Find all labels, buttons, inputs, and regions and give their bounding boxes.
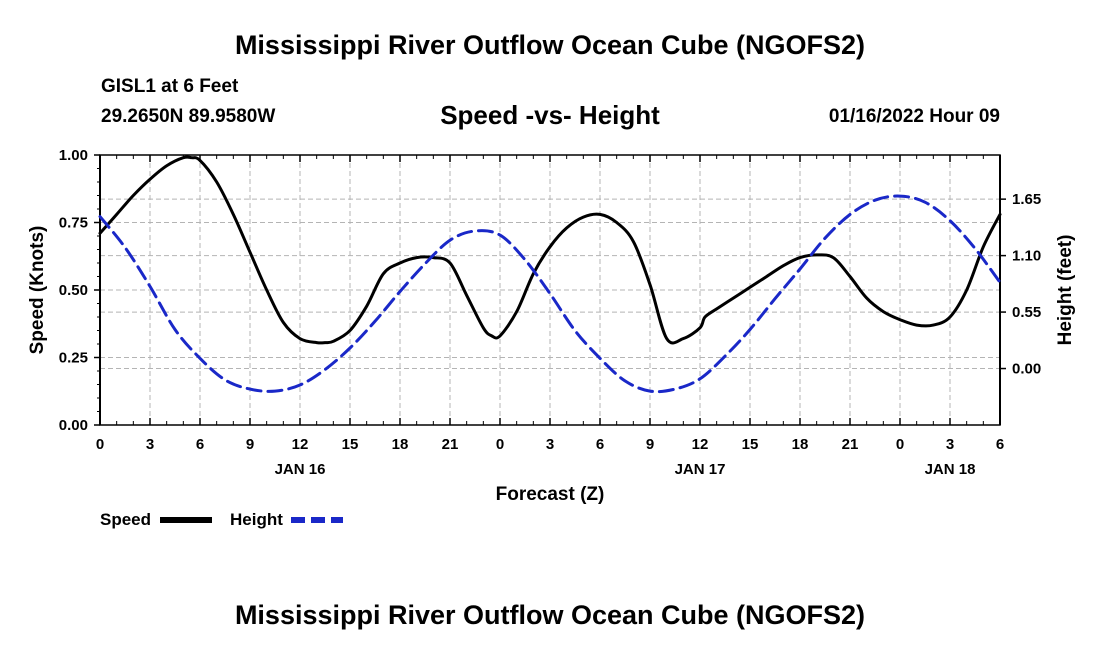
x-tick-label: 3 [146,436,154,453]
x-tick-label: 3 [546,436,554,453]
forecast-datetime: 01/16/2022 Hour 09 [828,106,1000,127]
x-tick-label: 0 [96,436,104,453]
date-label: JAN 18 [925,461,976,478]
x-tick-label: 15 [342,436,359,453]
speed-series-line [98,155,1002,345]
x-tick-label: 0 [896,436,904,453]
x-tick-label: 6 [596,436,604,453]
chart-main-title: Mississippi River Outflow Ocean Cube (NG… [234,30,866,60]
x-axis-title: Forecast (Z) [496,484,605,505]
y-tick-label: 0.75 [59,215,88,232]
y-tick-label: 0.50 [59,282,88,299]
x-tick-label: 15 [742,436,759,453]
y2-tick-label: 1.65 [1012,191,1041,208]
x-tick-label: 0 [496,436,504,453]
y-tick-label: 1.00 [59,147,88,164]
y-tick-label: 0.25 [59,350,88,367]
station-coordinates: 29.2650N 89.9580W [101,106,276,127]
x-tick-label: 9 [246,436,254,453]
data-series [98,155,1002,394]
date-label: JAN 17 [675,461,726,478]
height-series-line [98,194,1002,394]
x-tick-label: 9 [646,436,654,453]
x-tick-label: 21 [442,436,459,453]
y2-axis-title: Height (feet) [1055,235,1076,346]
y2-tick-label: 0.55 [1012,304,1041,321]
legend-label-speed: Speed [100,510,151,529]
x-tick-label: 21 [842,436,859,453]
x-tick-label: 12 [692,436,709,453]
y-axis-title: Speed (Knots) [27,226,48,355]
y2-tick-label: 1.10 [1012,248,1041,265]
date-label: JAN 16 [275,461,326,478]
axis-labels: 0 3 6 9 12 15 18 21 0 3 6 9 12 15 18 21 0 3 6 0.00 0.25 0.50 0… [27,147,1076,505]
station-name: GISL1 at 6 Feet [101,76,239,97]
legend-label-height: Height [230,510,283,529]
x-tick-label: 3 [946,436,954,453]
x-tick-label: 12 [292,436,309,453]
x-tick-label: 6 [196,436,204,453]
legend: Speed Height [100,510,343,529]
footer-title: Mississippi River Outflow Ocean Cube (NG… [234,600,866,630]
y-tick-label: 0.00 [59,417,88,434]
x-tick-label: 18 [792,436,809,453]
y2-tick-label: 0.00 [1012,361,1041,378]
x-tick-label: 6 [996,436,1004,453]
x-tick-label: 18 [392,436,409,453]
chart-subtitle: Speed -vs- Height [440,100,660,130]
axis-ticks [94,154,1006,426]
